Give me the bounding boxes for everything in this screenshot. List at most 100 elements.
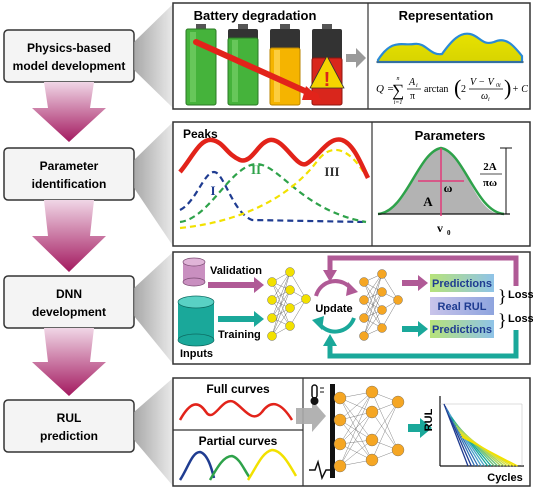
partial-curve-2 [208, 454, 252, 481]
thermometer-icon [310, 384, 324, 405]
svg-text:A: A [408, 77, 416, 88]
peak-label-1: I [210, 183, 215, 198]
prediction-arrow-bottom [402, 321, 428, 337]
inputs-label: Inputs [180, 348, 213, 360]
svg-text:Q =: Q = [376, 83, 394, 95]
svg-text:i=1: i=1 [394, 100, 403, 106]
full-curve [178, 399, 294, 421]
svg-text:): ) [504, 75, 511, 100]
sum-curve [178, 137, 371, 180]
svg-text:arctan: arctan [424, 84, 448, 95]
step-4-line1: RUL [57, 411, 82, 425]
svg-text:V − V: V − V [470, 77, 496, 88]
real-rul-box [430, 297, 494, 315]
training-label: Training [218, 329, 261, 341]
battery-1-icon [185, 24, 217, 106]
validation-label: Validation [210, 265, 262, 277]
svg-text:π: π [410, 91, 415, 102]
step-3-line2: development [32, 305, 106, 319]
validation-arrow [208, 277, 264, 293]
funnel-connectors [134, 4, 173, 486]
training-database-icon [177, 295, 215, 347]
dnn-network-1 [267, 267, 311, 341]
param-v0-label: v [437, 221, 443, 235]
step-2-line2: identification [32, 177, 107, 191]
degradation-arrow [193, 39, 319, 99]
step-2-line1: Parameter [40, 159, 99, 173]
validation-database-icon [182, 257, 206, 287]
battery-2-icon [227, 24, 259, 106]
representation-curve [376, 32, 524, 64]
peaks-title: Peaks [183, 127, 218, 141]
svg-text:∑: ∑ [392, 81, 404, 100]
svg-text:i: i [416, 83, 418, 89]
param-omega-label: ω [444, 181, 453, 195]
svg-text:2: 2 [461, 84, 466, 95]
to-rul-plot-arrow [408, 418, 432, 438]
svg-text:i: i [488, 97, 490, 103]
svg-text:+ C: + C [512, 84, 528, 95]
voltage-signal-icon [309, 459, 332, 481]
rul-axis-label: RUL [423, 408, 435, 431]
battery-4-icon: ! [309, 24, 345, 106]
real-rul-label: Real RUL [438, 301, 487, 313]
param-piomega-label: πω [483, 177, 497, 189]
battery-3-icon [269, 24, 301, 106]
step-1-line2: model development [13, 59, 126, 73]
training-arrow [218, 311, 264, 327]
step-4-box: RUL prediction [3, 399, 135, 453]
svg-text:(: ( [454, 75, 461, 100]
peak-label-3: III [324, 164, 339, 179]
peak-1-curve [179, 170, 367, 224]
partial-curve-1 [178, 450, 216, 481]
step-4-line2: prediction [40, 429, 98, 443]
peak-3-curve [179, 148, 367, 230]
validation-feedback-loop [327, 255, 519, 286]
to-representation-arrow [346, 48, 366, 68]
warning-mark: ! [324, 69, 331, 91]
training-feedback-loop [327, 330, 519, 359]
step-arrow-3 [32, 328, 106, 396]
parameters-title: Parameters [415, 128, 486, 143]
predictions-bottom-label: Predictions [432, 324, 492, 336]
full-curves-title: Full curves [206, 382, 270, 396]
update-label: Update [315, 303, 352, 315]
svg-text:0i: 0i [496, 83, 501, 89]
representation-title: Representation [399, 8, 494, 23]
svg-text:n: n [397, 76, 400, 82]
panel-rul-prediction: Full curves Partial curves [172, 377, 531, 487]
rul-lines [443, 403, 518, 467]
dnn-network-2 [359, 269, 403, 341]
battery-degradation-title: Battery degradation [194, 8, 317, 23]
rul-line [443, 403, 469, 467]
to-network-arrow [296, 400, 326, 432]
partial-curves-title: Partial curves [199, 434, 278, 448]
step-arrow-2 [32, 200, 106, 272]
prediction-arrow-top [402, 275, 428, 291]
loss-bottom-brace: } [498, 310, 507, 330]
loss-top-label: Loss [508, 289, 533, 301]
rul-network [333, 385, 405, 473]
loss-top-brace: } [498, 286, 507, 306]
warning-triangle-icon [309, 55, 345, 89]
update-cycle-icon [312, 279, 358, 334]
partial-curve-3 [246, 448, 298, 481]
step-arrow-1 [32, 82, 106, 142]
step-1-line1: Physics-based [27, 41, 111, 55]
input-bar [330, 384, 335, 478]
representation-equation: Q = n ∑ i=1 A i π arctan ( 2 V − V 0i ω … [376, 75, 528, 106]
rul-line [461, 436, 518, 467]
step-3-box: DNN development [3, 275, 135, 329]
step-arrows [32, 82, 106, 396]
rul-plot: RUL Cycles [423, 396, 524, 484]
svg-text:ω: ω [481, 91, 488, 102]
param-v0-sub: 0 [447, 229, 451, 237]
predictions-top-box [430, 274, 494, 292]
step-2-box: Parameter identification [3, 147, 135, 201]
cycles-axis-label: Cycles [487, 472, 522, 484]
peak-2-curve [179, 162, 367, 224]
peak-label-2: II [251, 162, 261, 177]
step-1-box: Physics-based model development [3, 29, 135, 83]
panel-parameter-identification: Peaks Parameters I II III ω A v 0 2A πω [172, 121, 531, 247]
